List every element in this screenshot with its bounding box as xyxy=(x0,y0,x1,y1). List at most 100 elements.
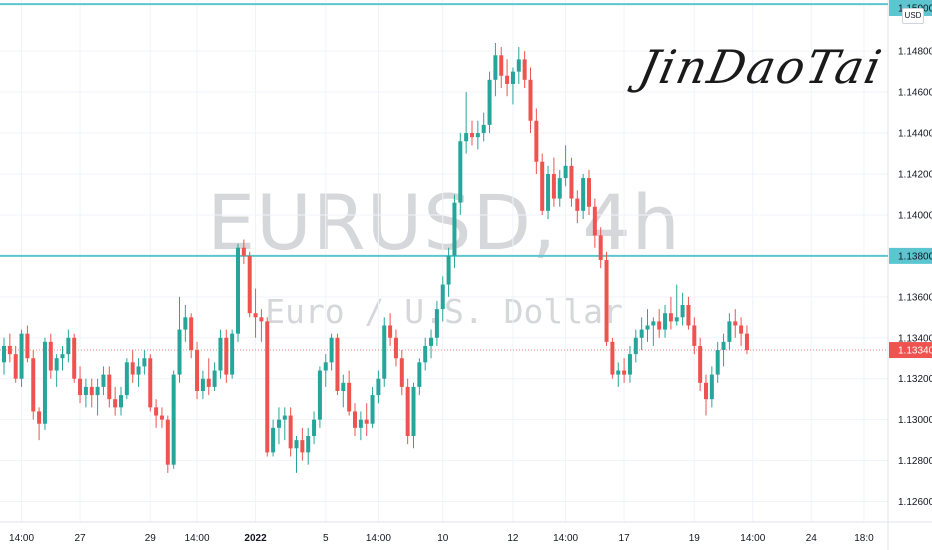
candle-body[interactable] xyxy=(42,341,47,424)
candle-body[interactable] xyxy=(130,362,135,375)
candle-body[interactable] xyxy=(452,202,457,256)
candle-body[interactable] xyxy=(510,71,515,84)
candle-body[interactable] xyxy=(651,321,656,326)
candle-body[interactable] xyxy=(563,165,568,179)
candle-body[interactable] xyxy=(604,259,609,342)
candle-body[interactable] xyxy=(704,382,708,400)
candle-body[interactable] xyxy=(405,386,410,437)
candle-body[interactable] xyxy=(282,415,287,420)
candle-body[interactable] xyxy=(487,79,492,125)
candle-body[interactable] xyxy=(54,358,59,371)
candle-body[interactable] xyxy=(358,419,363,428)
candle-body[interactable] xyxy=(557,178,562,199)
candle-body[interactable] xyxy=(622,370,627,375)
candle-body[interactable] xyxy=(60,354,65,359)
candle-body[interactable] xyxy=(364,419,369,424)
candle-body[interactable] xyxy=(224,337,229,375)
currency-badge[interactable]: USD xyxy=(902,8,924,24)
candle-body[interactable] xyxy=(581,178,586,211)
candle-body[interactable] xyxy=(159,415,164,420)
candle-body[interactable] xyxy=(668,313,673,322)
candle-body[interactable] xyxy=(446,255,451,285)
candle-body[interactable] xyxy=(423,345,428,363)
candle-body[interactable] xyxy=(411,386,416,437)
candle-body[interactable] xyxy=(587,178,591,207)
candle-body[interactable] xyxy=(294,440,299,449)
candle-body[interactable] xyxy=(715,350,720,375)
candle-body[interactable] xyxy=(475,133,480,138)
candle-body[interactable] xyxy=(440,284,445,310)
candle-body[interactable] xyxy=(639,329,644,338)
candle-body[interactable] xyxy=(124,362,129,396)
candle-body[interactable] xyxy=(329,337,334,363)
candle-body[interactable] xyxy=(347,382,352,412)
candle-body[interactable] xyxy=(744,333,749,351)
candle-body[interactable] xyxy=(247,255,252,314)
candle-body[interactable] xyxy=(569,165,574,199)
candle-body[interactable] xyxy=(505,75,510,84)
candle-body[interactable] xyxy=(575,198,580,211)
candle-body[interactable] xyxy=(317,370,322,420)
candle-body[interactable] xyxy=(698,345,703,383)
candle-body[interactable] xyxy=(253,313,258,318)
candle-body[interactable] xyxy=(739,325,744,334)
candle-body[interactable] xyxy=(119,395,123,408)
candle-body[interactable] xyxy=(276,419,281,428)
candle-body[interactable] xyxy=(154,407,159,416)
candle-body[interactable] xyxy=(616,370,621,375)
candle-body[interactable] xyxy=(551,174,556,199)
candle-body[interactable] xyxy=(177,329,182,375)
candle-body[interactable] xyxy=(259,317,264,322)
candle-body[interactable] xyxy=(481,124,486,134)
candle-body[interactable] xyxy=(376,378,381,396)
candle-body[interactable] xyxy=(95,386,100,396)
candle-body[interactable] xyxy=(148,358,153,408)
candle-body[interactable] xyxy=(189,317,194,351)
candle-body[interactable] xyxy=(323,362,328,371)
candle-body[interactable] xyxy=(72,337,77,379)
candle-body[interactable] xyxy=(499,55,504,76)
candle-body[interactable] xyxy=(733,321,738,326)
candle-body[interactable] xyxy=(417,362,422,387)
candle-body[interactable] xyxy=(721,341,726,351)
candle-body[interactable] xyxy=(592,206,597,236)
candle-body[interactable] xyxy=(370,395,375,424)
candle-body[interactable] xyxy=(136,366,141,375)
candle-body[interactable] xyxy=(534,120,539,162)
candle-body[interactable] xyxy=(31,358,36,412)
candle-body[interactable] xyxy=(78,378,83,396)
candle-body[interactable] xyxy=(165,419,170,465)
candle-body[interactable] xyxy=(13,354,18,379)
candle-body[interactable] xyxy=(335,337,340,391)
candle-body[interactable] xyxy=(434,309,439,338)
candle-body[interactable] xyxy=(464,133,469,142)
candle-body[interactable] xyxy=(206,378,211,387)
candle-body[interactable] xyxy=(429,337,434,346)
candle-body[interactable] xyxy=(7,345,12,355)
candle-body[interactable] xyxy=(101,374,106,387)
candle-body[interactable] xyxy=(709,374,714,400)
candle-body[interactable] xyxy=(236,247,240,334)
candle-body[interactable] xyxy=(113,399,118,408)
candle-body[interactable] xyxy=(212,370,217,387)
candle-body[interactable] xyxy=(522,59,527,80)
candle-body[interactable] xyxy=(528,79,533,121)
candle-body[interactable] xyxy=(680,305,685,318)
candle-body[interactable] xyxy=(25,333,30,359)
candle-body[interactable] xyxy=(598,235,603,260)
candle-body[interactable] xyxy=(645,325,650,330)
candle-body[interactable] xyxy=(195,350,200,391)
candle-body[interactable] xyxy=(674,317,679,322)
candle-body[interactable] xyxy=(657,321,662,330)
candle-body[interactable] xyxy=(183,317,188,330)
candle-body[interactable] xyxy=(66,337,71,355)
candle-body[interactable] xyxy=(388,325,393,338)
candle-body[interactable] xyxy=(171,374,176,465)
candle-body[interactable] xyxy=(312,419,317,437)
candle-body[interactable] xyxy=(265,321,270,453)
candle-body[interactable] xyxy=(48,341,53,371)
candle-body[interactable] xyxy=(2,345,6,363)
candle-body[interactable] xyxy=(610,341,615,375)
